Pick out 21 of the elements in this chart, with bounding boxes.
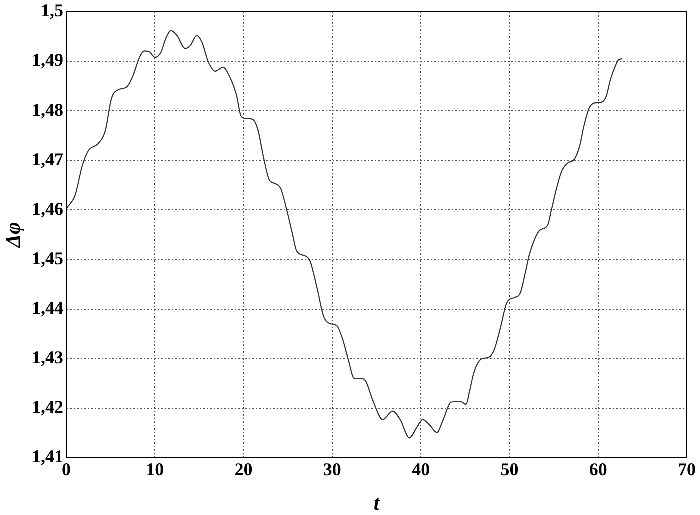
y-tick-label: 1,48	[32, 100, 64, 120]
x-tick-label: 20	[234, 460, 253, 480]
x-tick-label: 50	[500, 460, 519, 480]
x-tick-label: 40	[412, 460, 430, 480]
x-tick-label: 0	[62, 460, 71, 480]
y-tick-label: 1,45	[32, 248, 64, 268]
x-tick-label: 10	[146, 460, 164, 480]
y-tick-label: 1,5	[41, 0, 64, 21]
x-tick-label: 70	[678, 460, 696, 480]
line-series	[66, 30, 623, 439]
y-tick-label: 1,43	[32, 348, 64, 368]
y-tick-label: 1,42	[32, 397, 64, 418]
y-tick-label: 1,46	[32, 198, 64, 219]
x-axis-title: t	[374, 490, 381, 515]
y-axis-title: Δφ	[0, 222, 25, 249]
y-tick-label: 1,41	[32, 446, 64, 467]
y-tick-label: 1,49	[32, 50, 64, 70]
y-tick-label: 1,47	[32, 149, 64, 170]
x-tick-label: 30	[323, 460, 342, 480]
x-tick-label: 60	[589, 460, 608, 480]
y-tick-label: 1,44	[32, 298, 64, 318]
